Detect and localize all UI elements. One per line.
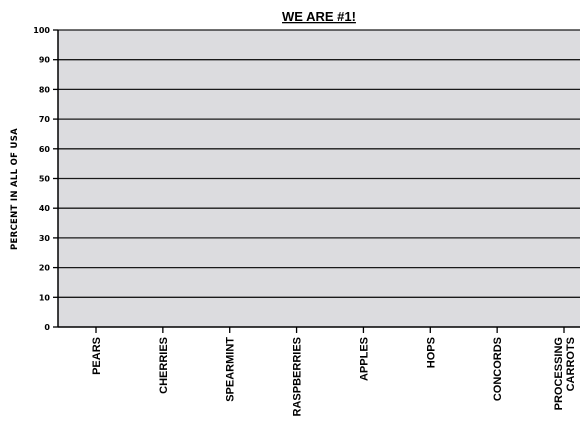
y-tick-label-50: 50	[39, 175, 51, 184]
chart-title: WE ARE #1!	[282, 9, 356, 24]
x-tick-label-3: RASPBERRIES	[292, 337, 304, 416]
y-tick-label-60: 60	[39, 145, 51, 154]
y-tick-label-40: 40	[39, 204, 51, 213]
x-tick-label-6: CONCORDS	[492, 337, 504, 401]
y-tick-label-0: 0	[44, 323, 50, 332]
x-tick-label-0: PEARS	[91, 337, 103, 375]
y-tick-label-30: 30	[39, 234, 51, 243]
x-tick-label-5: HOPS	[425, 337, 437, 368]
x-tick-label-7: PROCESSINGCARROTS	[553, 337, 577, 410]
x-tick-label-2: SPEARMINT	[225, 337, 237, 402]
x-tick-label-1: CHERRIES	[158, 337, 170, 394]
x-tick-label-4: APPLES	[358, 337, 370, 381]
y-tick-label-90: 90	[39, 56, 51, 65]
y-axis-label: PERCENT IN ALL OF USA	[10, 128, 20, 250]
y-tick-label-70: 70	[39, 115, 51, 124]
y-tick-label-100: 100	[33, 26, 50, 35]
x-axis-ticks: PEARS CHERRIES SPEARMINT RASPBERRIES APPLES H…	[91, 327, 577, 416]
y-tick-label-10: 10	[39, 293, 51, 302]
gridlines	[58, 29, 580, 298]
y-axis-ticks: 0 10 20 30 40 50 60 70 80 90 100	[33, 26, 58, 332]
y-tick-label-20: 20	[39, 264, 51, 273]
y-tick-label-80: 80	[39, 85, 51, 94]
